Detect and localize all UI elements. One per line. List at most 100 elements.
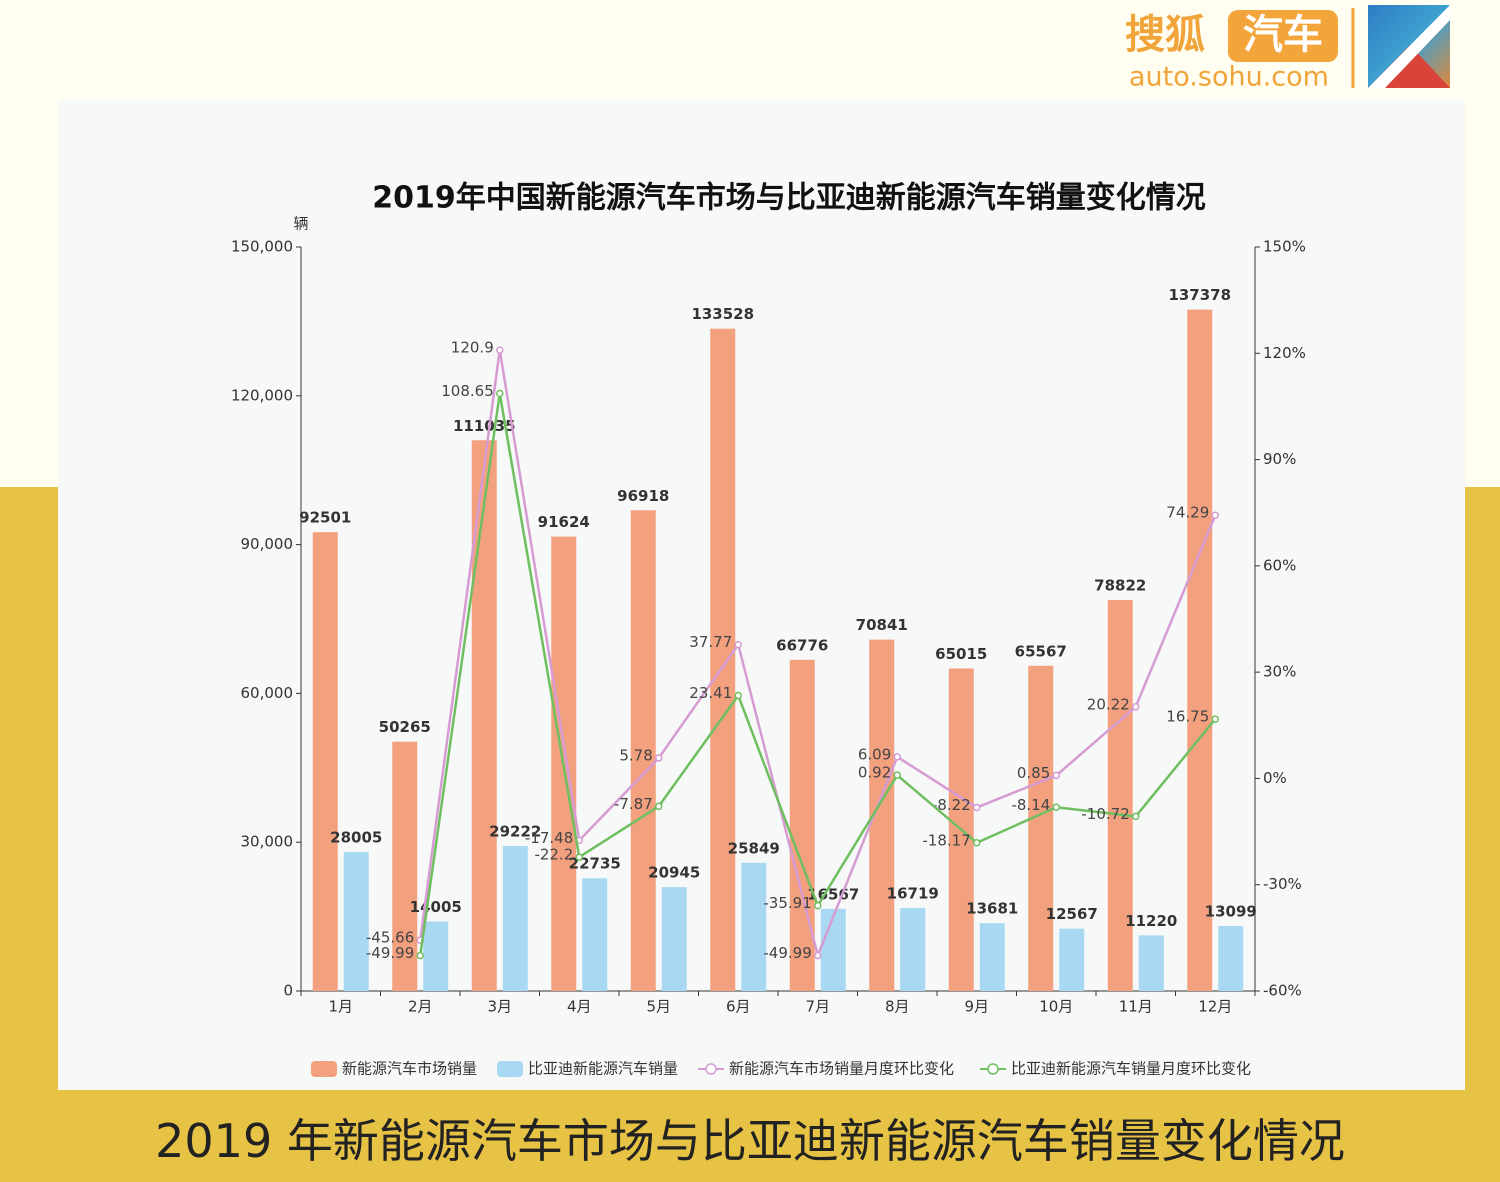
line-label: 74.29: [1166, 504, 1209, 522]
line-label: -7.87: [614, 795, 653, 813]
bar: [502, 846, 528, 991]
line-label: -22.2: [534, 846, 573, 864]
line-point: [416, 951, 424, 960]
y-tick-label: 150,000: [231, 238, 293, 256]
bar-label: 50265: [379, 718, 431, 736]
line-label: -35.91: [763, 894, 811, 912]
bar-label: 96918: [617, 487, 669, 505]
bar-label: 13681: [966, 900, 1018, 918]
line-point: [655, 802, 663, 811]
line-point: [1211, 511, 1219, 519]
y-tick-label: 90,000: [241, 535, 294, 553]
line-label: 120.9: [451, 339, 494, 357]
x-tick-label: 7月: [805, 998, 830, 1016]
bar: [820, 908, 846, 991]
line-label: -45.66: [366, 929, 414, 947]
bar: [1218, 926, 1244, 991]
legend-label: 比亚迪新能源汽车销量: [528, 1060, 678, 1078]
line-label: 23.41: [689, 684, 732, 702]
bar-label: 13099: [1205, 903, 1257, 921]
bar: [1028, 665, 1054, 991]
line-point: [973, 803, 981, 812]
chart-title: 2019年中国新能源汽车市场与比亚迪新能源汽车销量变化情况: [372, 181, 1206, 216]
bar: [1187, 309, 1213, 992]
line-point: [893, 771, 901, 779]
line-point: [496, 346, 504, 354]
x-tick-label: 4月: [567, 998, 592, 1016]
bar: [582, 878, 608, 991]
caption: 2019 年新能源汽车市场与比亚迪新能源汽车销量变化情况: [155, 1114, 1345, 1168]
line-point: [1132, 812, 1140, 821]
bar-label: 65015: [935, 645, 987, 663]
line-point: [734, 640, 742, 649]
legend-label: 新能源汽车市场销量: [342, 1060, 477, 1078]
bar-label: 25849: [728, 839, 780, 857]
line-label: 16.75: [1166, 708, 1209, 726]
line-point: [496, 389, 504, 398]
logo-icon-part: [1368, 5, 1450, 88]
y-tick-label: 30,000: [241, 833, 294, 851]
x-tick-label: 5月: [646, 998, 671, 1016]
legend-swatch: [311, 1061, 337, 1077]
legend-swatch: [497, 1061, 523, 1077]
x-tick-label: 9月: [964, 998, 989, 1016]
logo-badge-bg: [1228, 10, 1338, 62]
bar-label: 65567: [1015, 642, 1067, 660]
y2-tick-label: 60%: [1263, 556, 1296, 574]
line-point: [1132, 703, 1140, 711]
line-label: 37.77: [689, 633, 732, 651]
bar-label: 14005: [410, 898, 462, 916]
x-tick-label: 2月: [408, 998, 433, 1016]
bar-label: 16567: [807, 885, 859, 903]
y-tick-label: 60,000: [241, 684, 294, 702]
line-label: -18.17: [922, 831, 970, 849]
y2-tick-label: 120%: [1263, 344, 1306, 362]
line-label: -8.14: [1011, 796, 1050, 814]
y2-tick-label: -30%: [1263, 875, 1302, 893]
bar: [710, 328, 736, 991]
bar-label: 11220: [1125, 912, 1177, 930]
bar-label: 91624: [538, 513, 590, 531]
y2-tick-label: -60%: [1263, 982, 1302, 1000]
line-label: 5.78: [619, 746, 652, 764]
line-point: [814, 951, 822, 960]
y2-tick-label: 150%: [1263, 238, 1306, 256]
legend-label: 新能源汽车市场销量月度环比变化: [729, 1060, 954, 1078]
line-label: -49.99: [366, 944, 414, 962]
bar: [789, 659, 815, 991]
bar-label: 29222: [489, 823, 541, 841]
line-label: 108.65: [441, 382, 494, 400]
bar: [630, 510, 656, 991]
bar: [423, 921, 449, 991]
y2-tick-label: 0%: [1263, 769, 1287, 787]
bar-label: 70841: [856, 616, 908, 634]
logo-badge: 汽车: [1243, 12, 1323, 58]
bar-label: 133528: [691, 305, 754, 323]
bar-label: 16719: [887, 885, 939, 903]
x-tick-label: 8月: [885, 998, 910, 1016]
logo-url: auto.sohu.com: [1129, 62, 1329, 93]
logo-main: 搜狐: [1125, 12, 1205, 58]
bar: [1138, 935, 1164, 991]
bar-label: 137378: [1168, 286, 1231, 304]
line-point: [973, 839, 981, 847]
x-tick-label: 6月: [726, 998, 751, 1016]
x-tick-label: 10月: [1039, 998, 1073, 1016]
x-tick-label: 3月: [487, 998, 512, 1016]
line-point: [655, 754, 663, 762]
bar: [979, 923, 1005, 991]
bar: [661, 887, 687, 991]
bar: [392, 741, 418, 991]
x-tick-label: 1月: [328, 998, 353, 1016]
bar: [1107, 600, 1133, 991]
line-label: -8.22: [932, 796, 971, 814]
line: [419, 393, 1217, 956]
line-point: [893, 753, 901, 761]
y2-tick-label: 30%: [1263, 663, 1296, 681]
legend-swatch: [987, 1063, 999, 1075]
line-label: 0.85: [1017, 764, 1050, 782]
bar-label: 92501: [299, 509, 351, 527]
bar-label: 111035: [453, 417, 516, 435]
